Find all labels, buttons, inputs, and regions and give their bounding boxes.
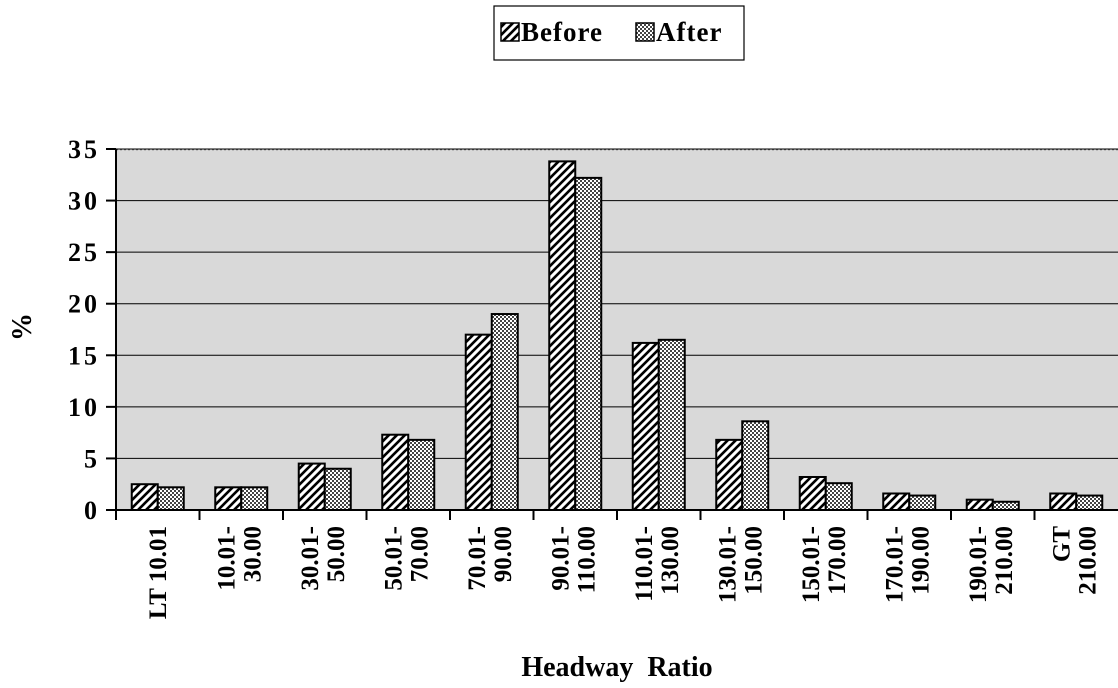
y-axis-ticks: 0 5 10 15 20 25 30 35 — [68, 135, 116, 525]
y-tick-label: 0 — [84, 496, 100, 525]
y-tick-label: 25 — [68, 238, 100, 267]
bar-before-1 — [215, 487, 241, 510]
x-category-label: 70.01- — [464, 526, 491, 591]
bar-after-1 — [241, 487, 267, 510]
bar-before-9 — [883, 493, 909, 510]
x-category-label: 110.01- — [631, 526, 658, 602]
x-category-label: 90.00 — [490, 526, 517, 582]
x-category-label: 190.00 — [907, 526, 934, 595]
bar-after-2 — [325, 469, 351, 510]
x-category-label: 70.00 — [406, 526, 433, 582]
y-axis-title: % — [7, 313, 38, 341]
x-category-label: 50.00 — [323, 526, 350, 582]
x-axis-ticks — [116, 510, 1035, 520]
legend-label-before: Before — [521, 17, 603, 47]
x-category-label: 150.01- — [798, 526, 825, 603]
bar-before-2 — [299, 464, 325, 510]
bar-after-6 — [659, 340, 685, 510]
x-category-label: 30.00 — [239, 526, 266, 582]
bar-before-4 — [466, 335, 492, 510]
x-category-label: 50.01- — [380, 526, 407, 591]
x-category-label: 10.01- — [213, 526, 240, 591]
legend: Before After — [494, 6, 744, 60]
x-category-label: LT 10.01 — [145, 526, 172, 619]
legend-label-after: After — [656, 17, 722, 47]
bar-after-9 — [909, 496, 935, 510]
x-axis-category-labels: LT 10.01 10.01- 30.00 30.01- 50.00 50.01- 70.0… — [145, 526, 1102, 619]
x-category-label: 30.01- — [297, 526, 324, 591]
x-category-label: 190.01- — [965, 526, 992, 603]
x-axis-title: Headway Ratio — [521, 652, 712, 683]
bar-before-0 — [132, 484, 158, 510]
bar-before-6 — [633, 343, 659, 510]
legend-swatch-after — [636, 23, 654, 41]
bar-after-7 — [742, 421, 768, 510]
bar-after-3 — [408, 440, 434, 510]
x-category-label: 170.01- — [881, 526, 908, 603]
x-category-label: 110.00 — [573, 526, 600, 593]
bar-before-11 — [1050, 493, 1076, 510]
bar-before-10 — [967, 500, 993, 510]
y-tick-label: 5 — [84, 444, 100, 473]
bar-after-11 — [1076, 496, 1102, 510]
x-category-label: 130.00 — [657, 526, 684, 595]
plot-area — [116, 149, 1118, 510]
y-tick-label: 10 — [68, 393, 100, 422]
legend-swatch-before — [501, 23, 519, 41]
bar-before-3 — [382, 435, 408, 510]
x-category-label: 210.00 — [1074, 526, 1101, 595]
bar-after-5 — [575, 178, 601, 510]
bar-after-8 — [826, 483, 852, 510]
y-tick-label: 30 — [68, 187, 100, 216]
bar-after-0 — [158, 487, 184, 510]
y-tick-label: 35 — [68, 135, 100, 164]
bar-before-5 — [549, 161, 575, 510]
x-category-label: 90.01- — [547, 526, 574, 591]
y-tick-label: 20 — [68, 290, 100, 319]
x-category-label: 150.00 — [740, 526, 767, 595]
bar-after-4 — [492, 314, 518, 510]
bar-before-8 — [800, 477, 826, 510]
x-category-label: 210.00 — [991, 526, 1018, 595]
x-category-label: GT — [1048, 526, 1075, 562]
x-category-label: 130.01- — [714, 526, 741, 603]
bar-before-7 — [716, 440, 742, 510]
x-category-label: 170.00 — [824, 526, 851, 595]
bar-after-10 — [993, 502, 1019, 510]
y-tick-label: 15 — [68, 341, 100, 370]
